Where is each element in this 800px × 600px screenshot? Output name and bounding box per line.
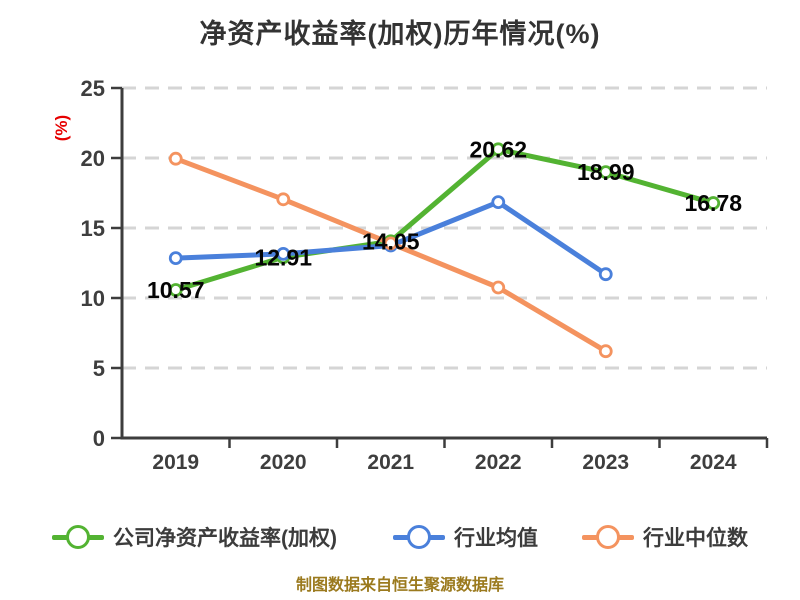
marker-2-2022: [491, 280, 506, 295]
x-tick-label: 2024: [690, 451, 737, 474]
x-tick-label: 2019: [152, 451, 199, 474]
marker-2-2020: [276, 192, 291, 207]
data-label: 18.99: [577, 159, 635, 185]
legend-marker-industry-median: [582, 523, 634, 551]
legend-marker-company: [52, 523, 104, 551]
circle-marker-icon: [66, 525, 90, 549]
legend-label-company: 公司净资产收益率(加权): [113, 527, 337, 550]
circle-marker-icon: [596, 525, 620, 549]
y-tick-label: 10: [81, 286, 105, 311]
marker-0-2024: [706, 196, 721, 210]
data-label: 14.05: [362, 228, 420, 254]
y-tick-label: 25: [81, 76, 105, 101]
marker-1-2022: [491, 195, 506, 210]
y-tick-label: 20: [81, 146, 105, 171]
marker-0-2023: [598, 165, 613, 180]
legend-item-company: 公司净资产收益率(加权): [52, 521, 337, 553]
legend-label-industry-mean: 行业均值: [454, 527, 538, 550]
data-label: 16.78: [684, 190, 742, 216]
chart-title: 净资产收益率(加权)历年情况(%): [199, 19, 601, 49]
marker-1-2020: [276, 246, 291, 261]
legend-item-industry-mean: 行业均值: [393, 521, 538, 553]
series-line-0: [173, 146, 716, 293]
legend-label-industry-median: 行业中位数: [643, 527, 748, 550]
marker-2-2021: [383, 236, 398, 251]
y-tick-label: 5: [93, 356, 105, 381]
legend-marker-industry-mean: [393, 523, 445, 551]
x-tick-label: 2022: [475, 451, 522, 474]
source-note: 制图数据来自恒生聚源数据库: [295, 577, 504, 594]
marker-1-2023: [598, 267, 613, 282]
data-label: 12.91: [254, 244, 312, 270]
marker-2-2023: [598, 344, 613, 359]
marker-1-2019: [168, 251, 183, 266]
marker-2-2019: [168, 151, 183, 166]
data-label: 20.62: [469, 136, 527, 162]
data-label: 10.57: [147, 277, 205, 303]
x-tick-label: 2021: [367, 451, 414, 474]
x-tick-label: 2023: [582, 451, 629, 474]
y-tick-label: 0: [93, 426, 105, 451]
marker-0-2019: [168, 283, 183, 297]
y-tick-label: 15: [81, 216, 105, 241]
legend-item-industry-median: 行业中位数: [582, 521, 748, 553]
legend: 公司净资产收益率(加权) 行业均值 行业中位数: [0, 521, 800, 553]
marker-0-2022: [491, 142, 506, 157]
x-tick-label: 2020: [260, 451, 307, 474]
circle-marker-icon: [407, 525, 431, 549]
